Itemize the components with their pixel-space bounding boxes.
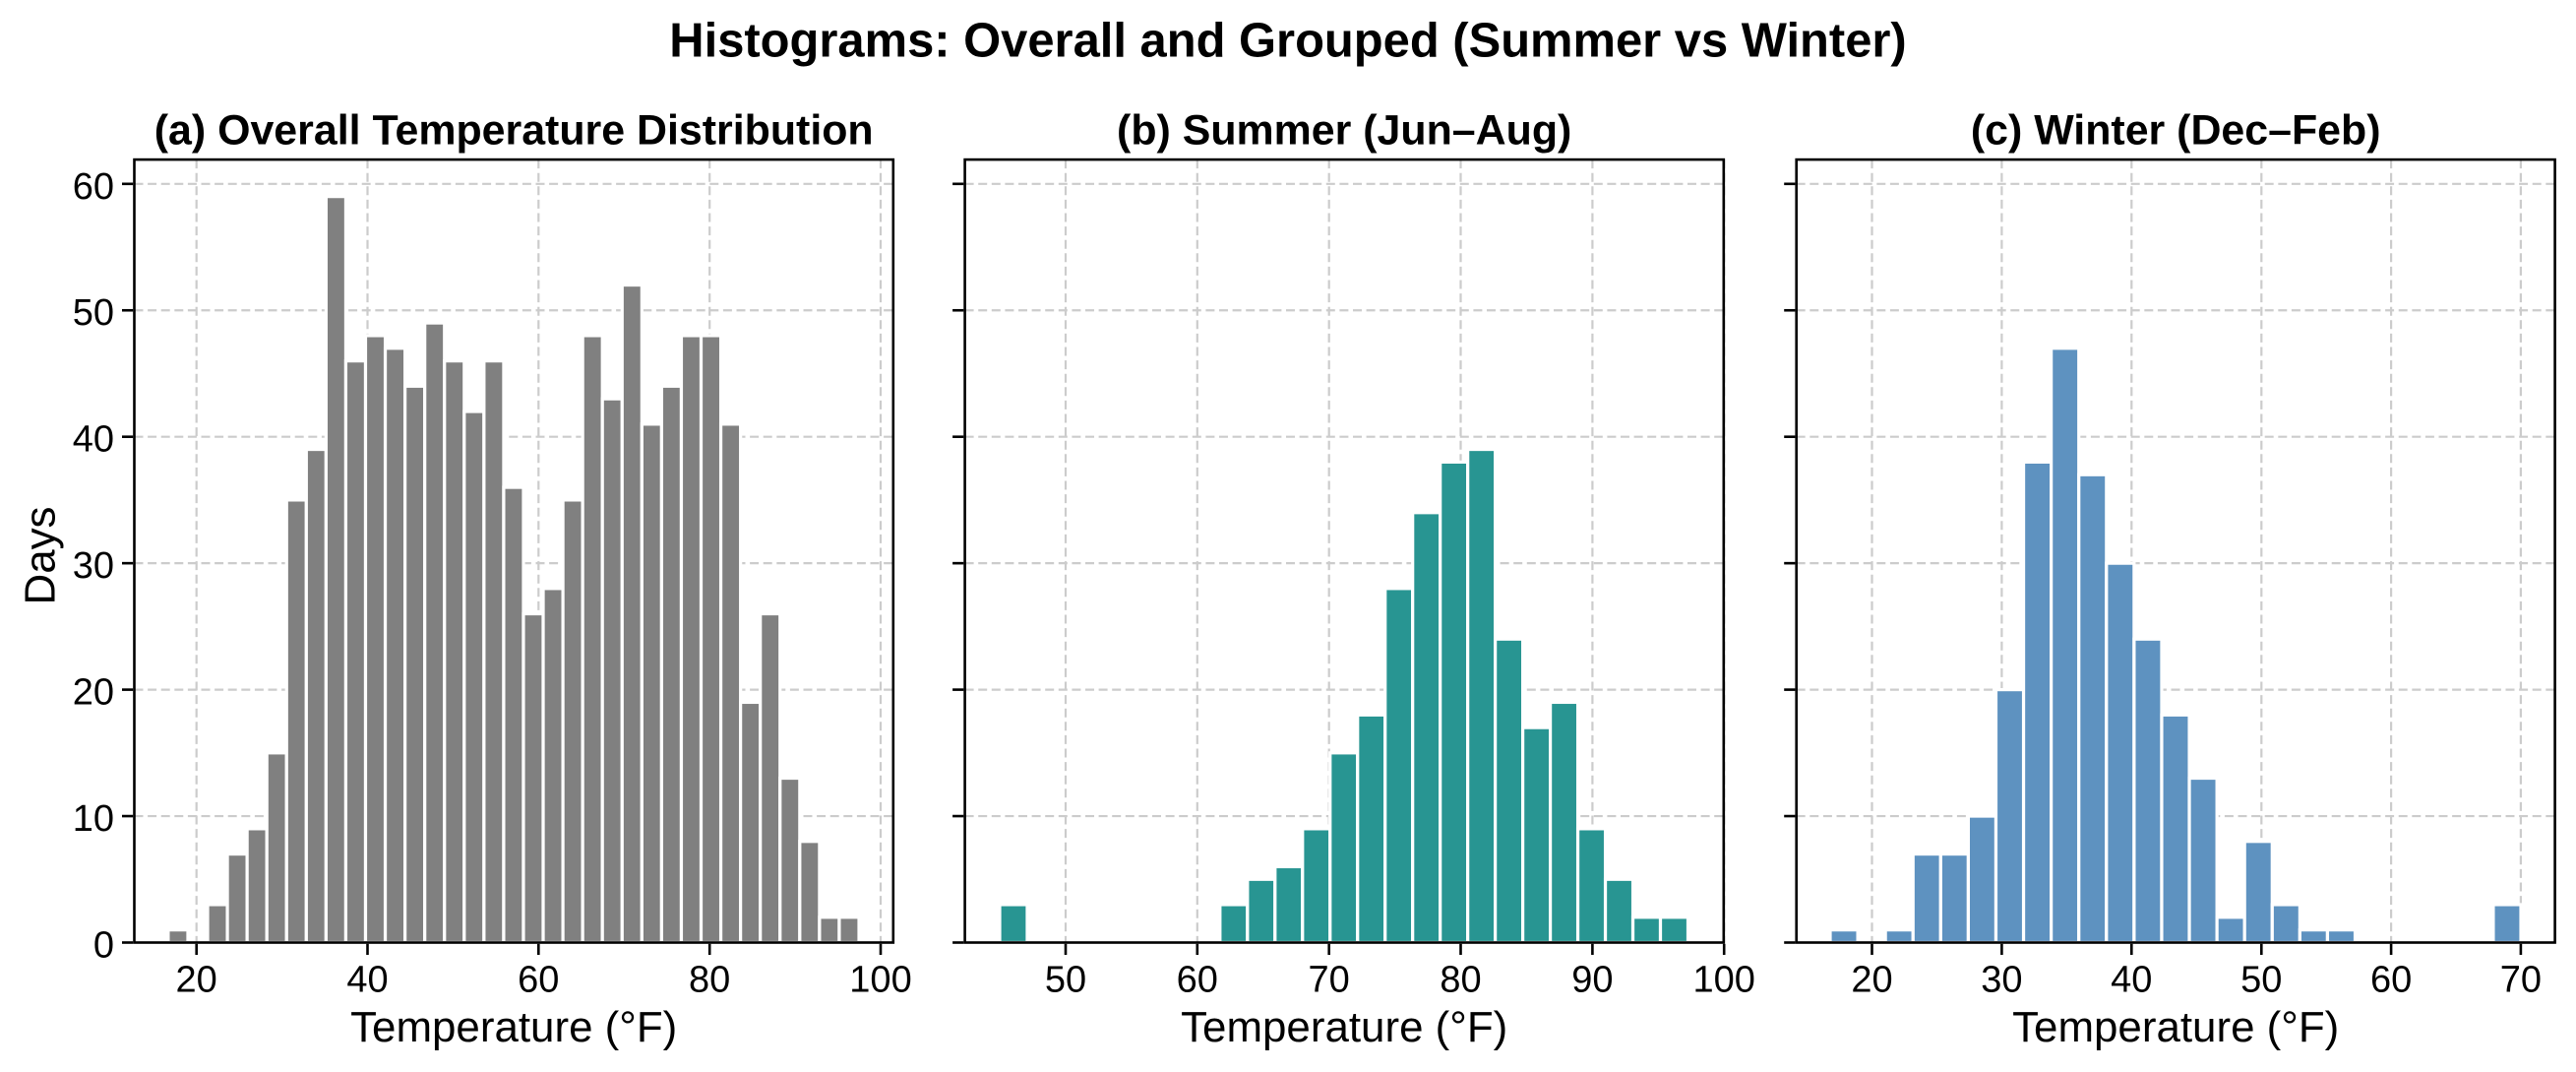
svg-text:Temperature (°F): Temperature (°F) xyxy=(2012,1003,2339,1051)
svg-text:50: 50 xyxy=(1045,960,1086,1001)
svg-text:40: 40 xyxy=(73,419,114,461)
svg-text:30: 30 xyxy=(73,545,114,587)
svg-text:60: 60 xyxy=(2370,960,2412,1001)
svg-text:Days: Days xyxy=(17,507,65,605)
svg-text:(c) Winter (Dec–Feb): (c) Winter (Dec–Feb) xyxy=(1971,106,2381,154)
svg-text:100: 100 xyxy=(1692,960,1754,1001)
svg-text:80: 80 xyxy=(689,960,730,1001)
svg-text:100: 100 xyxy=(849,960,911,1001)
svg-text:20: 20 xyxy=(176,960,217,1001)
svg-text:(b) Summer (Jun–Aug): (b) Summer (Jun–Aug) xyxy=(1117,106,1571,154)
svg-text:40: 40 xyxy=(346,960,388,1001)
svg-text:60: 60 xyxy=(73,166,114,208)
svg-text:70: 70 xyxy=(1309,960,1350,1001)
svg-text:40: 40 xyxy=(2111,960,2152,1001)
svg-text:60: 60 xyxy=(518,960,559,1001)
svg-text:Temperature (°F): Temperature (°F) xyxy=(350,1003,677,1051)
svg-text:10: 10 xyxy=(73,798,114,840)
svg-text:60: 60 xyxy=(1177,960,1218,1001)
svg-text:20: 20 xyxy=(73,672,114,714)
svg-text:(a) Overall Temperature Distri: (a) Overall Temperature Distribution xyxy=(154,106,874,154)
svg-text:50: 50 xyxy=(2240,960,2282,1001)
svg-text:30: 30 xyxy=(1981,960,2022,1001)
svg-text:80: 80 xyxy=(1440,960,1481,1001)
svg-text:50: 50 xyxy=(73,292,114,334)
svg-text:Temperature (°F): Temperature (°F) xyxy=(1181,1003,1507,1051)
svg-text:90: 90 xyxy=(1571,960,1613,1001)
svg-text:20: 20 xyxy=(1851,960,1892,1001)
svg-text:Histograms: Overall and Groupe: Histograms: Overall and Grouped (Summer … xyxy=(669,15,1906,68)
svg-text:0: 0 xyxy=(93,925,114,967)
svg-text:70: 70 xyxy=(2500,960,2542,1001)
